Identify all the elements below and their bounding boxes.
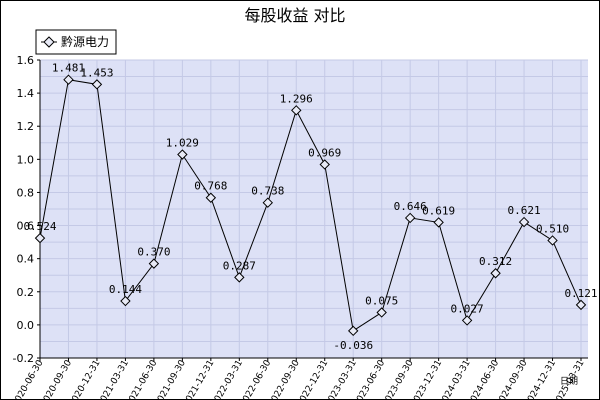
data-label: 0.768 bbox=[194, 180, 227, 193]
legend: 黔源电力 bbox=[36, 30, 116, 54]
chart-title: 每股收益 对比 bbox=[244, 6, 345, 25]
y-axis: -0.20.00.20.40.60.81.01.21.41.6 bbox=[13, 54, 40, 365]
y-tick-label: -0.2 bbox=[13, 352, 34, 365]
data-label: 0.510 bbox=[536, 222, 569, 235]
data-label: 1.453 bbox=[80, 66, 113, 79]
y-tick-label: 1.0 bbox=[17, 153, 35, 166]
data-label: -0.036 bbox=[333, 339, 373, 352]
x-axis: 2020-06-302020-09-302020-12-312021-03-31… bbox=[11, 358, 587, 400]
data-label: 0.969 bbox=[308, 146, 341, 159]
data-label: 0.738 bbox=[251, 185, 284, 198]
data-label: 1.029 bbox=[166, 137, 199, 150]
plot-area bbox=[40, 60, 588, 358]
data-label: 0.121 bbox=[564, 287, 597, 300]
data-label: 0.524 bbox=[23, 220, 56, 233]
data-label: 0.287 bbox=[223, 259, 256, 272]
data-label: 0.621 bbox=[507, 204, 540, 217]
y-tick-label: 0.0 bbox=[17, 319, 35, 332]
y-tick-label: 0.4 bbox=[17, 253, 35, 266]
y-tick-label: 0.8 bbox=[17, 186, 35, 199]
data-label: 0.619 bbox=[422, 204, 455, 217]
data-label: 0.144 bbox=[109, 283, 142, 296]
legend-label: 黔源电力 bbox=[61, 34, 109, 49]
y-tick-label: 1.4 bbox=[17, 87, 35, 100]
data-label: 0.075 bbox=[365, 294, 398, 307]
data-label: 0.370 bbox=[137, 246, 170, 259]
y-tick-label: 0.2 bbox=[17, 286, 35, 299]
data-label: 0.027 bbox=[451, 302, 484, 315]
data-label: 1.296 bbox=[280, 92, 313, 105]
x-axis-end-label: 日期 bbox=[560, 376, 578, 387]
y-tick-label: 1.6 bbox=[17, 54, 35, 67]
y-tick-label: 1.2 bbox=[17, 120, 35, 133]
data-label: 0.312 bbox=[479, 255, 512, 268]
